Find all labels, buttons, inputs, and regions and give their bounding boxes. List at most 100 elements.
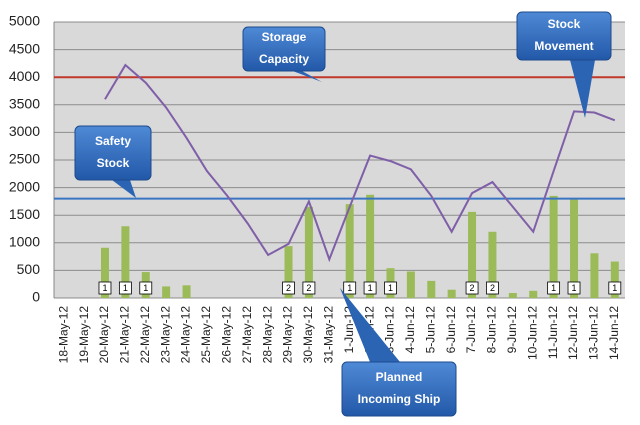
x-tick-label: 5-Jun-12 bbox=[423, 306, 437, 354]
callout-pointer bbox=[112, 180, 136, 198]
callout-text: Planned bbox=[376, 370, 423, 384]
bar bbox=[508, 293, 517, 298]
box-label-bg bbox=[567, 281, 581, 295]
box-label: 1 bbox=[572, 283, 577, 293]
x-tick-label: 20-May-12 bbox=[97, 306, 111, 364]
callout-text: Stock bbox=[548, 17, 581, 31]
bar bbox=[610, 261, 619, 298]
callout-text: Stock bbox=[97, 156, 130, 170]
x-tick-label: 3-Jun-12 bbox=[383, 306, 397, 354]
x-tick-label: 31-May-12 bbox=[321, 306, 335, 364]
box-label: 1 bbox=[143, 283, 148, 293]
bar bbox=[406, 271, 415, 298]
callout-text: Capacity bbox=[259, 52, 309, 66]
box-label: 1 bbox=[347, 283, 352, 293]
x-tick-label: 14-Jun-12 bbox=[607, 306, 621, 360]
bar bbox=[590, 253, 599, 298]
y-tick-label: 0 bbox=[32, 289, 40, 305]
stock-line bbox=[104, 63, 616, 263]
box-label: 1 bbox=[123, 283, 128, 293]
bar bbox=[162, 286, 171, 298]
bar bbox=[447, 289, 456, 298]
box-label: 2 bbox=[490, 283, 495, 293]
y-tick-label: 2000 bbox=[9, 178, 40, 194]
box-label: 1 bbox=[612, 283, 617, 293]
box-label: 1 bbox=[551, 283, 556, 293]
bar bbox=[570, 198, 579, 298]
bar bbox=[304, 206, 313, 298]
y-tick-label: 3000 bbox=[9, 123, 40, 139]
box-label: 2 bbox=[306, 283, 311, 293]
x-tick-label: 10-Jun-12 bbox=[525, 306, 539, 360]
callout bbox=[341, 361, 457, 417]
bar bbox=[529, 290, 538, 298]
bar bbox=[488, 231, 497, 298]
bar bbox=[345, 204, 354, 298]
x-tick-label: 7-Jun-12 bbox=[464, 306, 478, 354]
box-label-bg bbox=[302, 281, 316, 295]
y-tick-label: 2500 bbox=[9, 151, 40, 167]
box-label-bg bbox=[486, 281, 499, 295]
callout bbox=[516, 11, 612, 61]
bar bbox=[468, 211, 477, 298]
callout-text: Movement bbox=[534, 39, 593, 53]
box-label-bg bbox=[98, 281, 112, 295]
callout-text: Safety bbox=[95, 134, 131, 148]
callout-pointer bbox=[570, 60, 595, 118]
box-label: 2 bbox=[470, 283, 475, 293]
box-label-bg bbox=[363, 281, 377, 295]
x-tick-label: 11-Jun-12 bbox=[546, 306, 560, 359]
box-label-bg bbox=[139, 281, 153, 295]
box-label: 1 bbox=[102, 283, 107, 293]
box-label-bg bbox=[384, 281, 397, 295]
y-tick-label: 4000 bbox=[9, 68, 40, 84]
x-tick-label: 12-Jun-12 bbox=[566, 306, 580, 360]
y-tick-label: 1500 bbox=[9, 206, 40, 222]
callout bbox=[74, 125, 152, 181]
x-tick-label: 26-May-12 bbox=[220, 306, 234, 364]
callout bbox=[242, 26, 326, 72]
box-label-bg bbox=[465, 281, 479, 295]
x-tick-label: 25-May-12 bbox=[199, 306, 213, 364]
bar bbox=[182, 285, 191, 298]
box-label-bg bbox=[608, 281, 622, 295]
x-tick-label: 27-May-12 bbox=[240, 306, 254, 364]
x-tick-label: 22-May-12 bbox=[138, 306, 152, 364]
y-tick-label: 3500 bbox=[9, 96, 40, 112]
bar bbox=[366, 194, 375, 298]
y-tick-label: 1000 bbox=[9, 234, 40, 250]
x-tick-label: 24-May-12 bbox=[179, 306, 193, 364]
box-label-bg bbox=[547, 281, 561, 295]
x-tick-label: 28-May-12 bbox=[260, 306, 274, 364]
y-tick-label: 500 bbox=[17, 261, 41, 277]
callout-pointer bbox=[290, 70, 322, 82]
x-tick-label: 19-May-12 bbox=[77, 306, 91, 364]
x-tick-label: 21-May-12 bbox=[118, 306, 132, 364]
callout-text: Storage bbox=[262, 30, 307, 44]
x-tick-label: 30-May-12 bbox=[301, 306, 315, 364]
x-tick-label: 18-May-12 bbox=[56, 306, 70, 364]
box-label-bg bbox=[118, 281, 132, 295]
bar bbox=[427, 280, 436, 298]
bar bbox=[100, 247, 109, 298]
x-tick-label: 29-May-12 bbox=[281, 306, 295, 364]
box-label-bg bbox=[282, 281, 295, 295]
bar bbox=[549, 195, 558, 298]
x-tick-label: 9-Jun-12 bbox=[505, 306, 519, 354]
box-label: 1 bbox=[388, 283, 393, 293]
callout-text: Incoming Ship bbox=[358, 392, 441, 406]
x-tick-label: 4-Jun-12 bbox=[403, 306, 417, 354]
box-label: 1 bbox=[368, 283, 373, 293]
bar bbox=[284, 246, 293, 298]
x-tick-label: 8-Jun-12 bbox=[485, 306, 499, 354]
box-label: 2 bbox=[286, 283, 291, 293]
x-tick-label: 13-Jun-12 bbox=[587, 306, 601, 360]
y-tick-label: 4500 bbox=[9, 40, 40, 56]
box-label-bg bbox=[343, 281, 357, 295]
callout-pointer bbox=[340, 288, 400, 362]
x-tick-label: 6-Jun-12 bbox=[444, 306, 458, 354]
y-tick-label: 5000 bbox=[9, 13, 40, 29]
bar bbox=[121, 226, 130, 298]
x-tick-label: 23-May-12 bbox=[158, 306, 172, 364]
